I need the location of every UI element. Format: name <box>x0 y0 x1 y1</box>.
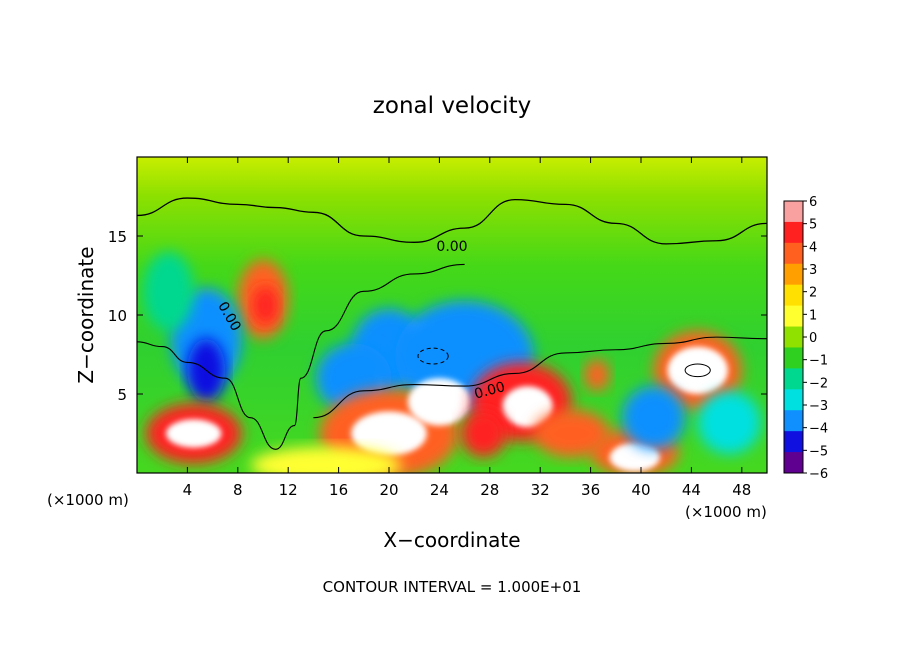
colorbar-swatch-6 <box>784 326 803 348</box>
x-unit-left: (×1000 m) <box>47 491 129 509</box>
x-tick-label-12: 12 <box>279 481 298 499</box>
x-axis: 4 8 12 16 20 24 28 32 36 40 44 48 <box>183 157 751 499</box>
contour-lines: 0.000.000.00 <box>137 197 767 450</box>
field-blob-9 <box>165 419 222 448</box>
colorbar: 6 5 4 3 2 1 0 −1 −2 −3 −4 −5 −6 <box>783 195 828 482</box>
contour-label-2: 0.00 <box>473 379 507 403</box>
colorbar-swatch-0 <box>784 201 803 223</box>
colorbar-tick-label-3: 3 <box>809 263 817 278</box>
x-tick-label-28: 28 <box>480 481 499 499</box>
colorbar-swatch-9 <box>784 389 803 411</box>
field-blob-22 <box>622 386 686 450</box>
colorbar-tick-label-11: −5 <box>809 444 828 459</box>
colorbar-swatch-7 <box>784 347 803 369</box>
plot-area: 0.000.000.00 <box>136 156 768 474</box>
colorbar-swatch-2 <box>784 242 803 265</box>
negative-contour <box>417 347 449 365</box>
colorbar-tick-label-12: −6 <box>809 467 828 482</box>
x-tick-label-20: 20 <box>379 481 398 499</box>
zero-contour-mid <box>313 336 767 419</box>
colorbar-swatch-3 <box>784 263 803 286</box>
colorbar-tick-label-8: −2 <box>809 376 828 391</box>
colorbar-swatch-5 <box>784 305 803 328</box>
colorbar-tick-label-4: 2 <box>809 286 817 301</box>
zero-contour-lower <box>137 263 465 450</box>
field-blob-4 <box>252 286 279 325</box>
x-tick-label-4: 4 <box>183 481 193 499</box>
colorbar-swatch-8 <box>784 368 803 390</box>
colorbar-swatch-11 <box>784 431 803 453</box>
field-blob-23 <box>697 390 761 455</box>
colorbar-tick-label-10: −4 <box>809 422 828 437</box>
y-tick-label-10: 10 <box>108 307 127 325</box>
x-tick-label-44: 44 <box>682 481 701 499</box>
positive-contour <box>684 363 711 378</box>
field-blob-14 <box>407 378 471 426</box>
colorbar-tick-label-6: 0 <box>809 331 817 346</box>
colorbar-swatch-1 <box>784 221 803 244</box>
chart-title: zonal velocity <box>373 93 531 119</box>
y-axis-label: Z−coordinate <box>74 246 98 383</box>
colorbar-tick-label-5: 1 <box>809 308 817 323</box>
field-blob-27 <box>250 446 402 473</box>
x-tick-label-8: 8 <box>233 481 243 499</box>
colorbar-swatch-10 <box>784 410 803 432</box>
field-blob-21 <box>609 442 660 472</box>
contour-interval-note: CONTOUR INTERVAL = 1.000E+01 <box>323 578 582 596</box>
colorbar-tick-label-7: −1 <box>809 354 828 369</box>
field-blob-25 <box>460 409 507 458</box>
colorbar-swatch-4 <box>784 284 803 307</box>
field-blob-13 <box>351 411 427 456</box>
colorbar-swatch-12 <box>784 452 803 474</box>
colorbar-tick-label-1: 5 <box>809 218 817 233</box>
field-blob-17 <box>584 359 610 391</box>
x-tick-label-32: 32 <box>531 481 550 499</box>
colorbar-tick-label-2: 4 <box>809 240 817 255</box>
x-axis-label: X−coordinate <box>383 528 520 552</box>
x-tick-label-24: 24 <box>430 481 449 499</box>
field-blob-24 <box>533 409 610 458</box>
field-blob-16 <box>502 386 553 428</box>
x-tick-label-36: 36 <box>581 481 600 499</box>
x-tick-label-48: 48 <box>732 481 751 499</box>
y-axis: 5 10 15 <box>108 228 767 404</box>
field-blob-7 <box>143 251 194 331</box>
y-tick-label-5: 5 <box>117 386 127 404</box>
colorbar-tick-label-0: 6 <box>809 195 817 210</box>
x-tick-label-40: 40 <box>631 481 650 499</box>
contour-label-0: 0.00 <box>436 239 467 255</box>
zero-contour-top <box>137 197 767 245</box>
field-blobs <box>143 251 761 473</box>
x-tick-label-16: 16 <box>329 481 348 499</box>
colorbar-tick-label-9: −3 <box>809 399 828 414</box>
field-blob-19 <box>667 346 728 394</box>
x-unit-right: (×1000 m) <box>685 503 767 521</box>
y-tick-label-15: 15 <box>108 228 127 246</box>
